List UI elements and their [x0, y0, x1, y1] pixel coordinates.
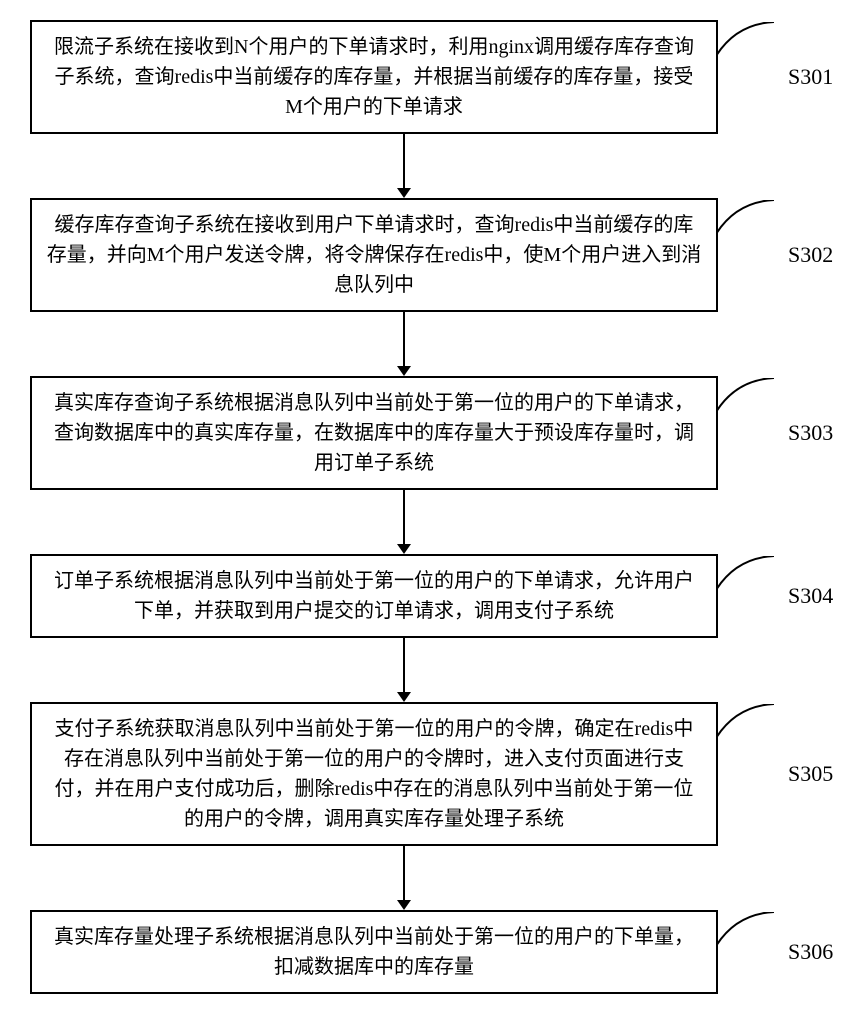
step-box: 订单子系统根据消息队列中当前处于第一位的用户的下单请求，允许用户下单，并获取到用…	[30, 554, 718, 638]
arrow-down	[394, 490, 414, 554]
step-row: 支付子系统获取消息队列中当前处于第一位的用户的令牌，确定在redis中存在消息队…	[0, 702, 861, 846]
label-connector	[716, 704, 774, 743]
step-label: S304	[780, 583, 833, 609]
label-connector	[716, 556, 774, 595]
label-connector	[716, 912, 774, 951]
arrow-down	[394, 312, 414, 376]
step-row: 限流子系统在接收到N个用户的下单请求时，利用nginx调用缓存库存查询子系统，查…	[0, 20, 861, 134]
arrow-down	[394, 638, 414, 702]
step-label: S303	[780, 420, 833, 446]
label-connector	[716, 200, 774, 239]
label-connector	[716, 378, 774, 417]
step-box: 限流子系统在接收到N个用户的下单请求时，利用nginx调用缓存库存查询子系统，查…	[30, 20, 718, 134]
step-box: 真实库存量处理子系统根据消息队列中当前处于第一位的用户的下单量，扣减数据库中的库…	[30, 910, 718, 994]
label-connector	[716, 22, 774, 61]
arrow-down	[394, 846, 414, 910]
step-box: 缓存库存查询子系统在接收到用户下单请求时，查询redis中当前缓存的库存量，并向…	[30, 198, 718, 312]
step-box: 真实库存查询子系统根据消息队列中当前处于第一位的用户的下单请求，查询数据库中的真…	[30, 376, 718, 490]
flowchart: 限流子系统在接收到N个用户的下单请求时，利用nginx调用缓存库存查询子系统，查…	[0, 20, 861, 994]
step-label: S301	[780, 64, 833, 90]
step-box: 支付子系统获取消息队列中当前处于第一位的用户的令牌，确定在redis中存在消息队…	[30, 702, 718, 846]
step-label: S306	[780, 939, 833, 965]
step-row: 订单子系统根据消息队列中当前处于第一位的用户的下单请求，允许用户下单，并获取到用…	[0, 554, 861, 638]
step-label: S305	[780, 761, 833, 787]
arrow-down	[394, 134, 414, 198]
step-row: 真实库存查询子系统根据消息队列中当前处于第一位的用户的下单请求，查询数据库中的真…	[0, 376, 861, 490]
step-row: 缓存库存查询子系统在接收到用户下单请求时，查询redis中当前缓存的库存量，并向…	[0, 198, 861, 312]
step-row: 真实库存量处理子系统根据消息队列中当前处于第一位的用户的下单量，扣减数据库中的库…	[0, 910, 861, 994]
step-label: S302	[780, 242, 833, 268]
